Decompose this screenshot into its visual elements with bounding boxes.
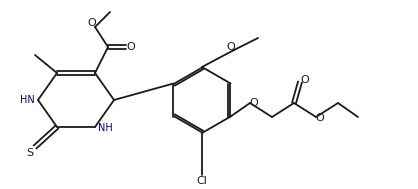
Text: O: O <box>250 98 258 108</box>
Text: O: O <box>316 113 324 123</box>
Text: Cl: Cl <box>196 176 207 186</box>
Text: O: O <box>227 42 235 52</box>
Text: NH: NH <box>98 123 113 133</box>
Text: HN: HN <box>20 95 35 105</box>
Text: O: O <box>301 75 309 85</box>
Text: O: O <box>127 42 135 52</box>
Text: O: O <box>88 18 97 28</box>
Text: S: S <box>26 148 33 158</box>
